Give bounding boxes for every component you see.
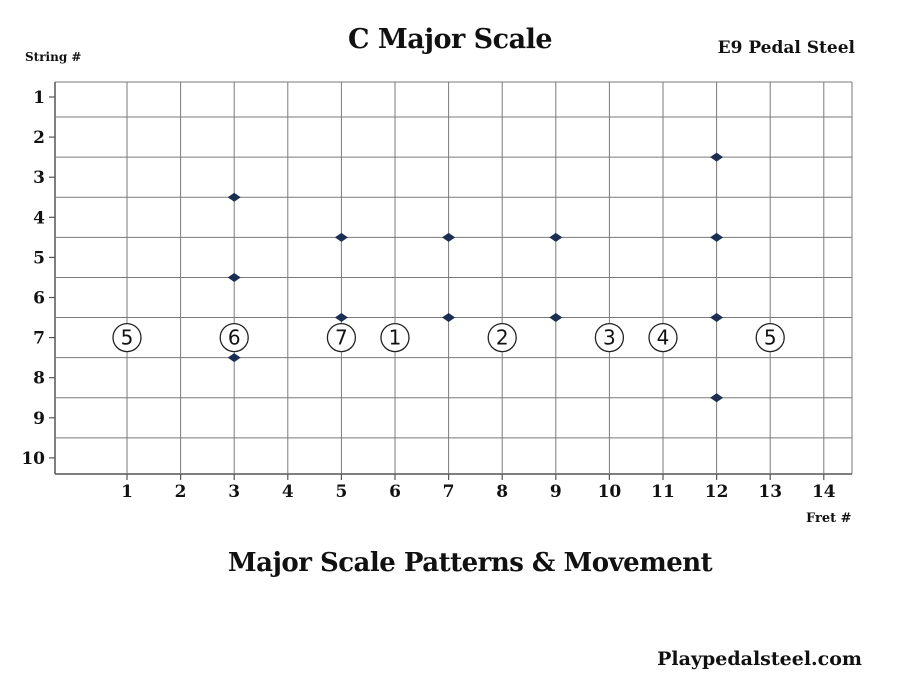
fret-tick-label: 9 [550,482,562,502]
string-tick-label: 9 [33,409,45,429]
fret-tick-label: 5 [335,482,347,502]
string-tick-label: 3 [33,168,45,188]
fret-tick-label: 14 [812,482,836,502]
fret-tick-label: 13 [758,482,782,502]
fret-marker-diamond [710,232,724,242]
fret-marker-diamond [227,272,241,282]
scale-degree-label: 5 [121,326,134,350]
fret-tick-label: 10 [598,482,622,502]
fret-tick-label: 1 [121,482,133,502]
scale-degree-circle [487,322,517,353]
string-tick-label: 4 [33,208,45,228]
scale-degree-circle [594,322,625,353]
fret-marker-diamond [334,313,348,323]
scale-degree-circle [112,322,142,353]
fret-tick-label: 8 [496,482,508,502]
fret-tick-label: 2 [175,482,187,502]
fret-tick-label: 7 [443,482,455,502]
string-tick-label: 5 [33,248,45,268]
scale-degree-label: 2 [496,326,509,350]
scale-degree-circle [380,322,410,353]
string-tick-label: 1 [33,88,45,108]
string-tick-label: 2 [33,128,45,148]
scale-degree-label: 5 [764,326,777,350]
fret-tick-label: 12 [705,482,729,502]
scale-degree-label: 7 [335,326,348,350]
fret-tick-label: 11 [651,482,675,502]
fret-tick-label: 4 [282,482,294,502]
chart-title: C Major Scale [347,24,553,55]
string-tick-label: 7 [33,329,45,349]
fret-marker-diamond [710,152,724,162]
string-tick-label: 10 [21,449,45,469]
fret-marker-diamond [549,313,563,323]
subtitle: Major Scale Patterns & Movement [227,548,713,578]
fret-tick-label: 6 [389,482,401,502]
y-axis-caption: String # [25,50,82,64]
fret-marker-diamond [334,232,348,242]
fret-marker-diamond [227,192,241,202]
fret-marker-diamond [442,313,456,323]
scale-degree-circle [219,322,249,353]
scale-degree-label: 3 [603,326,616,350]
fret-marker-diamond [442,232,456,242]
instrument-label: E9 Pedal Steel [717,38,855,58]
string-tick-label: 8 [33,369,45,389]
scale-degree-label: 4 [657,326,670,350]
scale-degree-circle [648,322,678,353]
string-tick-label: 6 [33,289,45,309]
scale-degree-label: 1 [389,326,402,350]
fret-marker-diamond [710,393,724,403]
scale-degree-label: 6 [228,326,241,350]
x-axis-caption: Fret # [806,511,852,526]
fret-marker-diamond [710,313,724,323]
scale-degree-circle [755,322,785,353]
fret-tick-label: 3 [228,482,240,502]
website-credit: Playpedalsteel.com [657,648,862,670]
fret-marker-diamond [227,353,241,363]
fret-marker-diamond [549,232,563,242]
scale-degree-circle [326,322,357,353]
